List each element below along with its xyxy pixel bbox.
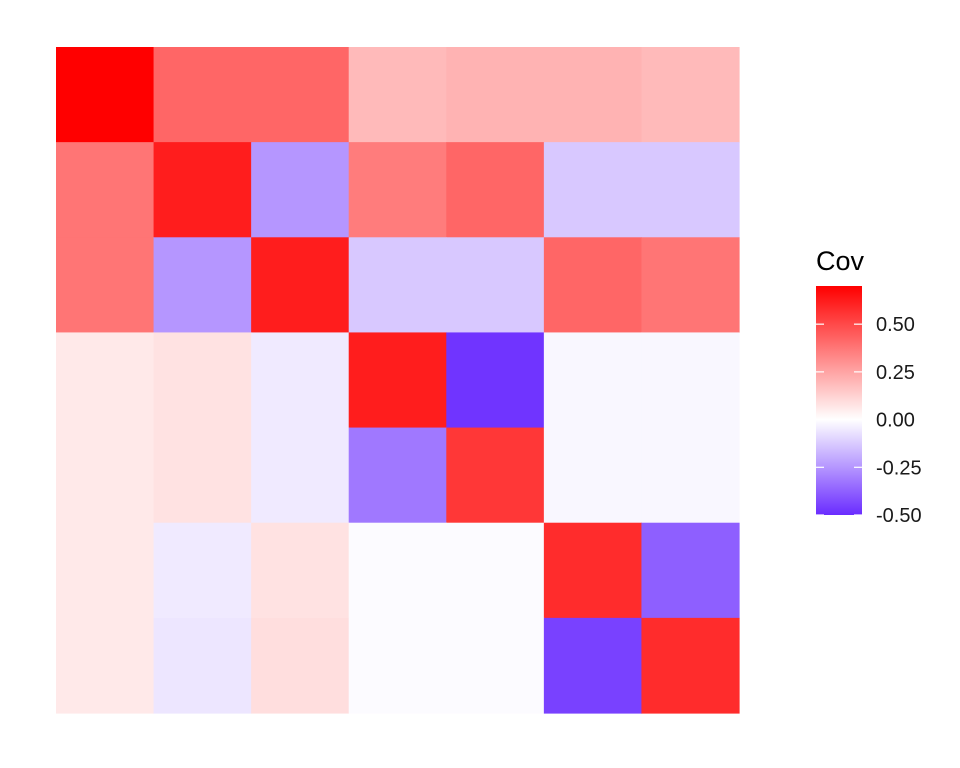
heatmap-cell-r3-c7 bbox=[641, 237, 740, 334]
heatmap-cell-r6-c1 bbox=[56, 522, 155, 619]
heatmap-cell-r1-c2 bbox=[153, 47, 252, 143]
heatmap-cell-r2-c1 bbox=[56, 142, 155, 238]
heatmap-cell-r6-c2 bbox=[153, 522, 252, 619]
heatmap-cell-r2-c3 bbox=[251, 142, 350, 238]
heatmap-cell-r4-c4 bbox=[348, 332, 447, 429]
heatmap-cell-r1-c6 bbox=[543, 47, 643, 143]
heatmap-cell-r5-c7 bbox=[641, 427, 740, 524]
legend: Cov 0.50 0.25 0.00 -0.25 -0.50 bbox=[816, 246, 922, 527]
heatmap-cell-r1-c4 bbox=[348, 47, 447, 143]
heatmap-cell-r3-c6 bbox=[543, 237, 643, 334]
heatmap-cell-r5-c4 bbox=[348, 427, 447, 524]
heatmap-cell-r6-c6 bbox=[543, 522, 643, 619]
heatmap-cell-r1-c5 bbox=[446, 47, 545, 143]
heatmap-cell-r5-c5 bbox=[446, 427, 545, 524]
heatmap-cell-r7-c1 bbox=[56, 617, 155, 714]
heatmap-cell-r1-c7 bbox=[641, 47, 740, 143]
heatmap-cell-r7-c3 bbox=[251, 617, 350, 714]
heatmap-cell-r7-c2 bbox=[153, 617, 252, 714]
heatmap-cell-r6-c3 bbox=[251, 522, 350, 619]
heatmap-cell-r2-c7 bbox=[641, 142, 740, 238]
heatmap-cell-r4-c1 bbox=[56, 332, 155, 429]
heatmap-cells bbox=[56, 47, 740, 714]
heatmap-cell-r6-c4 bbox=[348, 522, 447, 619]
heatmap-cell-r7-c7 bbox=[641, 617, 740, 714]
heatmap-cell-r3-c5 bbox=[446, 237, 545, 334]
colorbar-tick-label: -0.25 bbox=[876, 457, 922, 479]
heatmap-cell-r1-c1 bbox=[56, 47, 155, 143]
colorbar-tick-label: 0.50 bbox=[876, 314, 915, 336]
heatmap-cell-r3-c2 bbox=[153, 237, 252, 334]
heatmap-cell-r1-c3 bbox=[251, 47, 350, 143]
heatmap-cell-r2-c6 bbox=[543, 142, 643, 238]
heatmap-cell-r7-c5 bbox=[446, 617, 545, 714]
colorbar-tick-label: -0.50 bbox=[876, 505, 922, 527]
colorbar-ticks: 0.50 0.25 0.00 -0.25 -0.50 bbox=[816, 314, 922, 527]
heatmap-cell-r5-c6 bbox=[543, 427, 643, 524]
heatmap-cell-r2-c4 bbox=[348, 142, 447, 238]
heatmap-cell-r3-c1 bbox=[56, 237, 155, 334]
colorbar-tick-label: 0.00 bbox=[876, 410, 915, 432]
colorbar bbox=[816, 286, 862, 515]
heatmap-cell-r5-c1 bbox=[56, 427, 155, 524]
heatmap-cell-r2-c5 bbox=[446, 142, 545, 238]
heatmap-cell-r7-c4 bbox=[348, 617, 447, 714]
colorbar-tick-label: 0.25 bbox=[876, 362, 915, 384]
heatmap-cell-r5-c3 bbox=[251, 427, 350, 524]
heatmap-cell-r7-c6 bbox=[543, 617, 643, 714]
heatmap-cell-r3-c3 bbox=[251, 237, 350, 334]
heatmap-cell-r5-c2 bbox=[153, 427, 252, 524]
heatmap-cell-r4-c7 bbox=[641, 332, 740, 429]
heatmap-cell-r6-c5 bbox=[446, 522, 545, 619]
heatmap-cell-r4-c3 bbox=[251, 332, 350, 429]
heatmap-cell-r4-c5 bbox=[446, 332, 545, 429]
legend-title: Cov bbox=[816, 246, 865, 276]
heatmap-cell-r4-c2 bbox=[153, 332, 252, 429]
heatmap-cell-r2-c2 bbox=[153, 142, 252, 238]
heatmap-cell-r3-c4 bbox=[348, 237, 447, 334]
heatmap-cell-r6-c7 bbox=[641, 522, 740, 619]
heatmap-cell-r4-c6 bbox=[543, 332, 643, 429]
